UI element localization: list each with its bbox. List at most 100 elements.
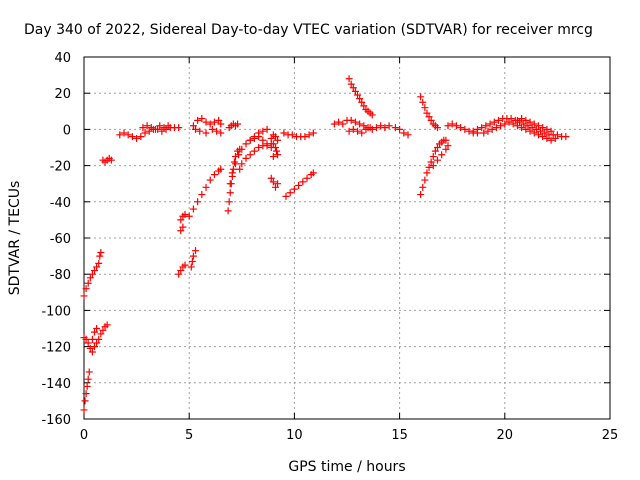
data-point — [229, 165, 237, 173]
data-point — [91, 343, 99, 351]
data-point — [255, 144, 263, 151]
data-point — [189, 205, 197, 213]
series-arc-7c — [226, 125, 271, 188]
data-point — [269, 178, 277, 186]
data-point — [417, 191, 425, 199]
data-point — [444, 122, 452, 130]
data-point — [356, 120, 364, 128]
data-point — [210, 118, 218, 126]
data-point — [541, 129, 549, 137]
data-point — [290, 185, 298, 193]
data-point — [217, 120, 225, 128]
data-point — [177, 267, 185, 275]
data-point — [228, 169, 236, 177]
data-point — [177, 227, 185, 235]
data-point — [107, 156, 115, 164]
data-point — [396, 125, 404, 133]
series-arc-7b — [224, 145, 244, 215]
data-point — [345, 75, 353, 83]
data-point — [259, 127, 267, 135]
data-point — [358, 129, 366, 137]
data-point — [208, 125, 216, 133]
x-tick-label: 15 — [391, 428, 408, 443]
data-points — [80, 75, 570, 414]
data-point — [238, 160, 246, 168]
data-point — [95, 259, 103, 267]
data-point — [202, 118, 210, 126]
data-point — [84, 339, 92, 347]
data-point — [421, 176, 429, 184]
data-point — [377, 122, 385, 130]
plot-frame — [83, 56, 611, 420]
data-point — [448, 120, 456, 128]
data-point — [539, 133, 547, 141]
data-point — [534, 122, 542, 130]
data-point — [97, 248, 105, 256]
data-point — [488, 125, 496, 133]
y-tick-label: -120 — [41, 341, 71, 356]
data-point — [86, 344, 94, 352]
x-tick-label: 0 — [80, 428, 88, 443]
series-arc-9c — [267, 131, 282, 144]
data-point — [425, 113, 433, 121]
y-tick-label: -80 — [50, 268, 71, 283]
data-point — [224, 207, 232, 215]
data-point — [210, 171, 218, 179]
data-point — [80, 292, 88, 300]
data-point — [189, 122, 197, 130]
data-point — [152, 125, 160, 133]
data-point — [526, 127, 534, 135]
data-point — [526, 118, 534, 126]
data-point — [530, 129, 538, 137]
x-tick-label: 10 — [286, 428, 303, 443]
data-point — [442, 145, 450, 153]
data-point — [246, 136, 254, 144]
data-point — [91, 267, 99, 275]
data-point — [282, 192, 290, 200]
data-point — [461, 125, 469, 133]
data-point — [532, 125, 540, 133]
data-point — [534, 131, 542, 139]
data-point — [419, 98, 427, 106]
data-point — [351, 87, 359, 95]
data-point — [309, 129, 317, 137]
data-point — [139, 124, 147, 132]
data-point — [141, 129, 149, 137]
series-arc-9 — [269, 144, 282, 161]
data-point — [91, 328, 99, 336]
data-point — [299, 178, 307, 186]
data-point — [206, 176, 214, 184]
data-point — [562, 133, 570, 141]
data-point — [368, 111, 376, 119]
data-point — [242, 140, 250, 148]
data-point — [444, 142, 452, 150]
data-point — [425, 163, 433, 171]
data-point — [492, 124, 500, 132]
data-point — [482, 122, 490, 130]
data-point — [452, 122, 460, 130]
data-point — [480, 129, 488, 137]
data-point — [86, 274, 94, 282]
data-point — [484, 127, 492, 135]
series-arc-2b — [139, 122, 172, 133]
y-tick-label: -100 — [41, 304, 71, 319]
series-arc-10a — [280, 129, 317, 141]
data-point — [181, 210, 189, 218]
data-point — [431, 147, 439, 155]
data-point — [330, 120, 338, 128]
data-point — [88, 348, 96, 356]
data-point — [518, 124, 526, 132]
data-point — [88, 270, 96, 278]
series-arc-16a — [417, 93, 441, 132]
data-point — [286, 189, 294, 197]
data-point — [225, 198, 233, 206]
data-point — [522, 125, 530, 133]
data-point — [259, 136, 267, 144]
series-arc-5b — [187, 247, 200, 271]
data-point — [263, 142, 271, 150]
data-point — [202, 129, 210, 137]
data-point — [288, 131, 296, 139]
data-point — [305, 131, 313, 139]
data-point — [385, 122, 393, 130]
data-point — [236, 165, 244, 173]
